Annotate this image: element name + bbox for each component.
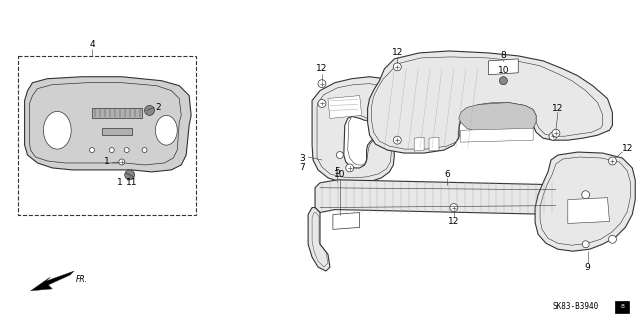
Text: 12: 12 — [316, 64, 328, 73]
Polygon shape — [31, 271, 74, 291]
Circle shape — [499, 77, 508, 85]
Polygon shape — [568, 198, 609, 223]
Polygon shape — [92, 108, 141, 118]
Polygon shape — [414, 137, 424, 151]
Text: 10: 10 — [334, 170, 346, 179]
Circle shape — [318, 80, 326, 88]
Text: 5: 5 — [334, 167, 340, 176]
Circle shape — [346, 164, 354, 172]
Text: 4: 4 — [89, 40, 95, 48]
Polygon shape — [24, 77, 191, 172]
Polygon shape — [461, 128, 533, 142]
Text: 1: 1 — [117, 178, 123, 187]
Circle shape — [318, 100, 326, 108]
Circle shape — [124, 148, 129, 152]
Text: 12: 12 — [448, 217, 460, 226]
Text: 11: 11 — [126, 178, 138, 187]
Circle shape — [119, 159, 125, 165]
Circle shape — [582, 241, 589, 248]
Text: 6: 6 — [444, 170, 450, 179]
Circle shape — [125, 170, 134, 180]
Circle shape — [552, 129, 560, 137]
Polygon shape — [429, 137, 439, 151]
Ellipse shape — [156, 115, 177, 145]
Polygon shape — [328, 96, 362, 118]
Circle shape — [145, 106, 154, 115]
Ellipse shape — [44, 111, 71, 149]
Circle shape — [549, 132, 557, 140]
Text: 8: 8 — [620, 304, 624, 309]
Text: 12: 12 — [392, 48, 403, 57]
Text: 10: 10 — [498, 66, 509, 75]
Circle shape — [90, 148, 95, 152]
Text: 12: 12 — [621, 144, 633, 152]
Circle shape — [109, 148, 115, 152]
Text: 7: 7 — [300, 163, 305, 173]
Polygon shape — [488, 59, 518, 75]
Circle shape — [609, 157, 616, 165]
Text: 12: 12 — [552, 104, 564, 113]
Polygon shape — [102, 128, 132, 135]
Circle shape — [142, 148, 147, 152]
Circle shape — [337, 152, 343, 159]
Circle shape — [394, 136, 401, 144]
Text: FR.: FR. — [76, 275, 88, 285]
Text: 3: 3 — [300, 153, 305, 162]
Text: 8: 8 — [500, 51, 506, 60]
Text: 2: 2 — [156, 103, 161, 112]
Text: SK83-B3940: SK83-B3940 — [553, 302, 599, 311]
FancyBboxPatch shape — [616, 301, 629, 313]
Circle shape — [394, 63, 401, 71]
Polygon shape — [367, 51, 612, 153]
Circle shape — [582, 191, 589, 199]
Circle shape — [450, 204, 458, 211]
Polygon shape — [459, 102, 536, 134]
Polygon shape — [535, 152, 636, 251]
Polygon shape — [312, 77, 399, 183]
Circle shape — [609, 235, 616, 243]
Polygon shape — [315, 180, 566, 214]
Text: 1: 1 — [104, 158, 109, 167]
Text: 9: 9 — [585, 263, 591, 271]
Polygon shape — [333, 212, 360, 229]
Polygon shape — [308, 208, 330, 271]
